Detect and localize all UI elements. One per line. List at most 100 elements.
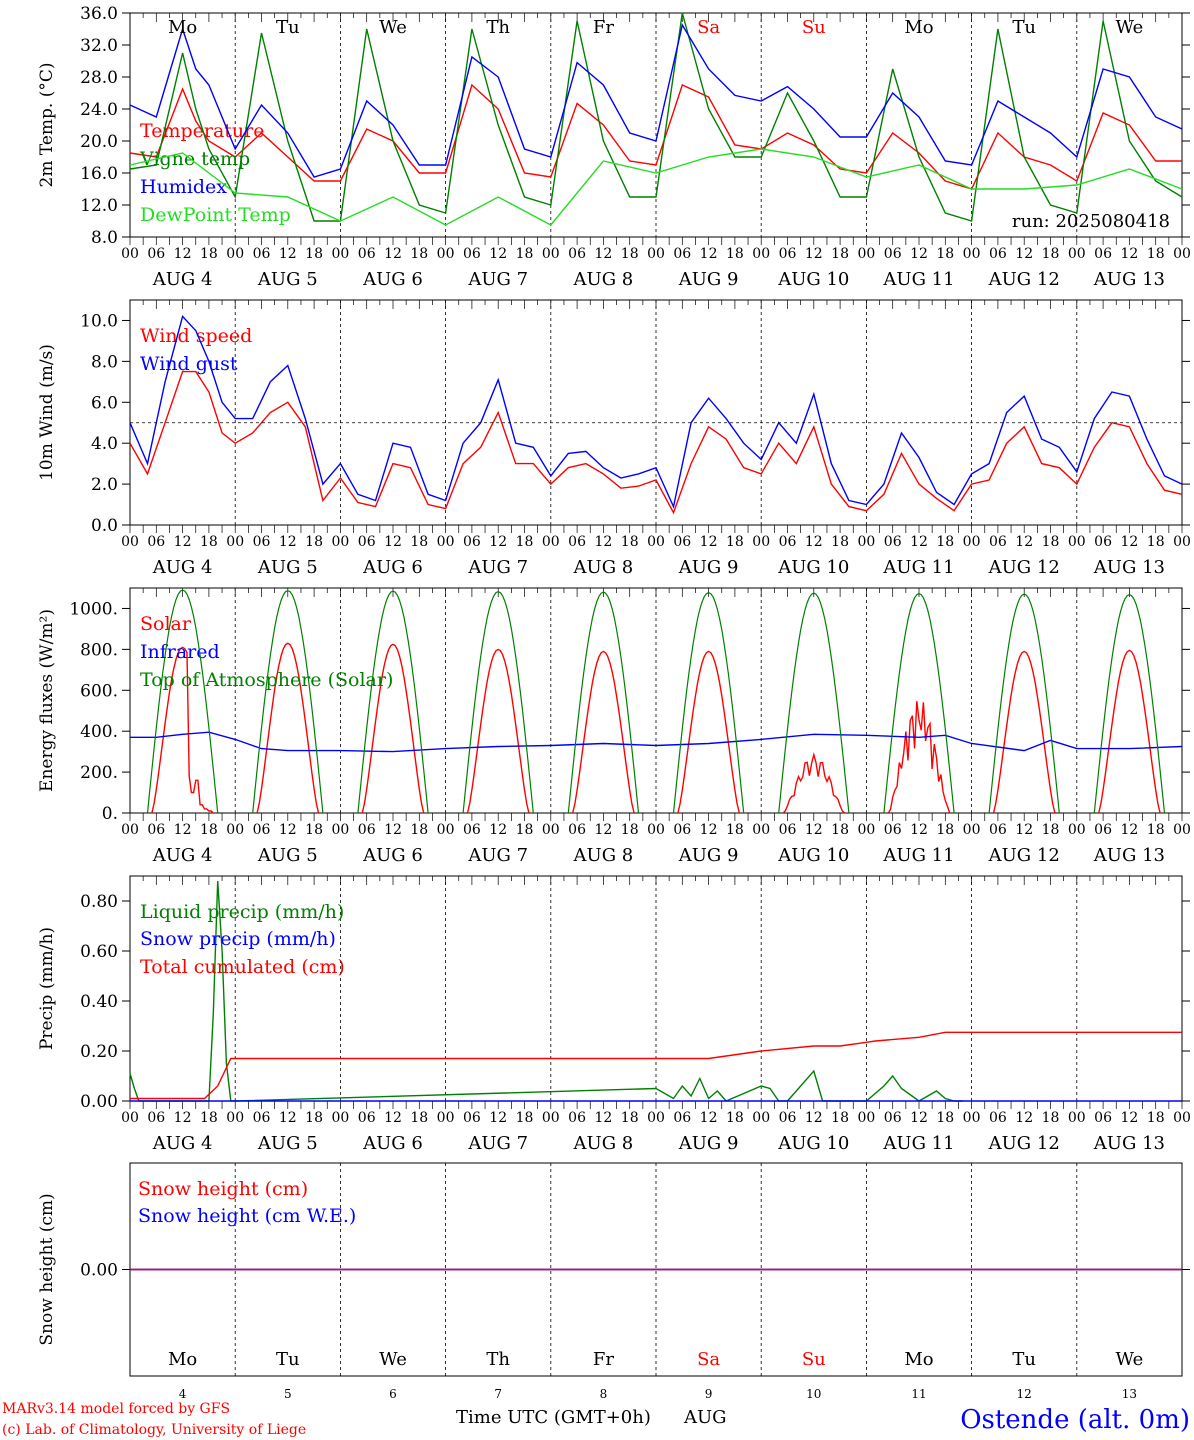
hour-tick-label: 12 [384,1110,402,1126]
hour-tick-label: 06 [884,1110,902,1126]
hour-tick-label: 18 [936,1110,954,1126]
date-label: AUG 11 [882,1133,954,1154]
date-label: AUG 4 [152,269,213,290]
day-number-label: 6 [389,1387,397,1401]
hour-tick-label: 00 [1068,246,1086,262]
hour-tick-label: 06 [147,534,165,550]
series-top-of-atmosphere-solar- [252,589,324,814]
hour-tick-label: 00 [857,1110,875,1126]
hour-tick-label: 12 [700,246,718,262]
hour-tick-label: 12 [910,534,928,550]
series-top-of-atmosphere-solar- [778,592,850,814]
series-humidex [129,23,1183,178]
date-label: AUG 8 [573,269,634,290]
run-annotation: run: 2025080418 [1012,211,1170,232]
series-solar [361,643,425,814]
hour-tick-label: 12 [910,246,928,262]
copyright: (c) Lab. of Climatology, University of L… [2,1422,306,1438]
series-top-of-atmosphere-solar- [462,590,534,814]
hour-tick-label: 06 [1094,1110,1112,1126]
legend-series-total-cumulated-cm-: Total cumulated (cm) [140,956,345,978]
date-label: AUG 6 [362,845,423,866]
date-label: AUG 8 [573,845,634,866]
hour-tick-label: 00 [331,1110,349,1126]
hour-tick-label: 00 [121,246,139,262]
hour-tick-label: 12 [174,534,192,550]
hour-tick-label: 00 [226,1110,244,1126]
series-dewpoint-temp [129,148,1183,226]
hour-tick-label: 12 [384,246,402,262]
hour-tick-label: 06 [568,534,586,550]
y-tick-label: 8.0 [91,352,118,372]
legend-series-humidex: Humidex [140,176,227,198]
date-label: AUG 6 [362,269,423,290]
hour-tick-label: 18 [200,246,218,262]
hour-tick-label: 00 [1068,1110,1086,1126]
date-label: AUG 7 [467,269,528,290]
date-label: AUG 4 [152,845,213,866]
y-tick-label: 16.0 [80,164,118,184]
y-axis-label: 10m Wind (m/s) [37,344,57,481]
series-solar [887,701,951,814]
hour-tick-label: 18 [621,534,639,550]
hour-tick-label: 18 [516,534,534,550]
hour-tick-label: 00 [963,822,981,838]
date-label: AUG 12 [988,269,1060,290]
hour-tick-label: 06 [1094,246,1112,262]
y-tick-label: 36.0 [80,4,118,24]
hour-tick-label: 18 [936,822,954,838]
y-tick-label: 0.20 [80,1042,118,1062]
hour-tick-label: 06 [253,534,271,550]
weekday-label: Tu [276,1349,300,1370]
hour-tick-label: 12 [1120,1110,1138,1126]
series-solar [677,650,740,814]
hour-tick-label: 18 [1042,246,1060,262]
day-number-label: 7 [494,1387,502,1401]
hour-tick-label: 18 [305,1110,323,1126]
y-tick-label: 400. [80,722,118,742]
y-tick-label: 32.0 [80,36,118,56]
hour-tick-label: 00 [1173,1110,1191,1126]
hour-tick-label: 18 [1147,246,1165,262]
series-solar [256,642,320,814]
hour-tick-label: 00 [1173,534,1191,550]
model-credit: MARv3.14 model forced by GFS [2,1401,230,1417]
series-vigne-temp [129,12,1183,222]
hour-tick-label: 18 [726,1110,744,1126]
weekday-label: We [379,1349,407,1370]
hour-tick-label: 18 [410,534,428,550]
series-top-of-atmosphere-solar- [883,592,955,814]
weekday-label: Fr [593,17,614,38]
hour-tick-label: 18 [516,1110,534,1126]
hour-tick-label: 12 [489,534,507,550]
y-tick-label: 800. [80,640,118,660]
hour-tick-label: 18 [726,246,744,262]
legend-series-liquid-precip-mm-h-: Liquid precip (mm/h) [140,901,344,923]
panel-1: 8.0 12.0 16.0 20.0 24.0 28.0 32.0 36.0 2m Temp. … [37,4,1191,290]
hour-tick-label: 00 [331,246,349,262]
panel-3: 0. 200. 400. 600. 800. 1000. Energy fluxes (W/… [37,587,1191,866]
date-label: AUG 4 [152,1133,213,1154]
month-label: AUG [683,1407,727,1428]
hour-tick-label: 18 [305,822,323,838]
hour-tick-label: 00 [226,246,244,262]
y-tick-label: 10.0 [80,311,118,331]
series-top-of-atmosphere-solar- [672,591,745,814]
hour-tick-label: 12 [1120,534,1138,550]
hour-tick-label: 18 [200,534,218,550]
hour-tick-label: 06 [673,822,691,838]
y-tick-label: 28.0 [80,68,118,88]
day-number-label: 10 [806,1387,821,1401]
hour-tick-label: 06 [463,246,481,262]
hour-tick-label: 06 [884,246,902,262]
y-tick-label: 6.0 [91,393,118,413]
weekday-label: Tu [276,17,300,38]
hour-tick-label: 18 [936,246,954,262]
plot-frame [129,587,1183,814]
weekday-label: Th [486,17,510,38]
hour-tick-label: 18 [621,1110,639,1126]
panel-5: 0.00 Snow height (cm) Snow height (cm) Snow… [37,1162,1190,1401]
hour-tick-label: 00 [752,534,770,550]
hour-tick-label: 18 [1042,1110,1060,1126]
panels: 8.0 12.0 16.0 20.0 24.0 28.0 32.0 36.0 2m Temp. … [37,4,1191,1401]
